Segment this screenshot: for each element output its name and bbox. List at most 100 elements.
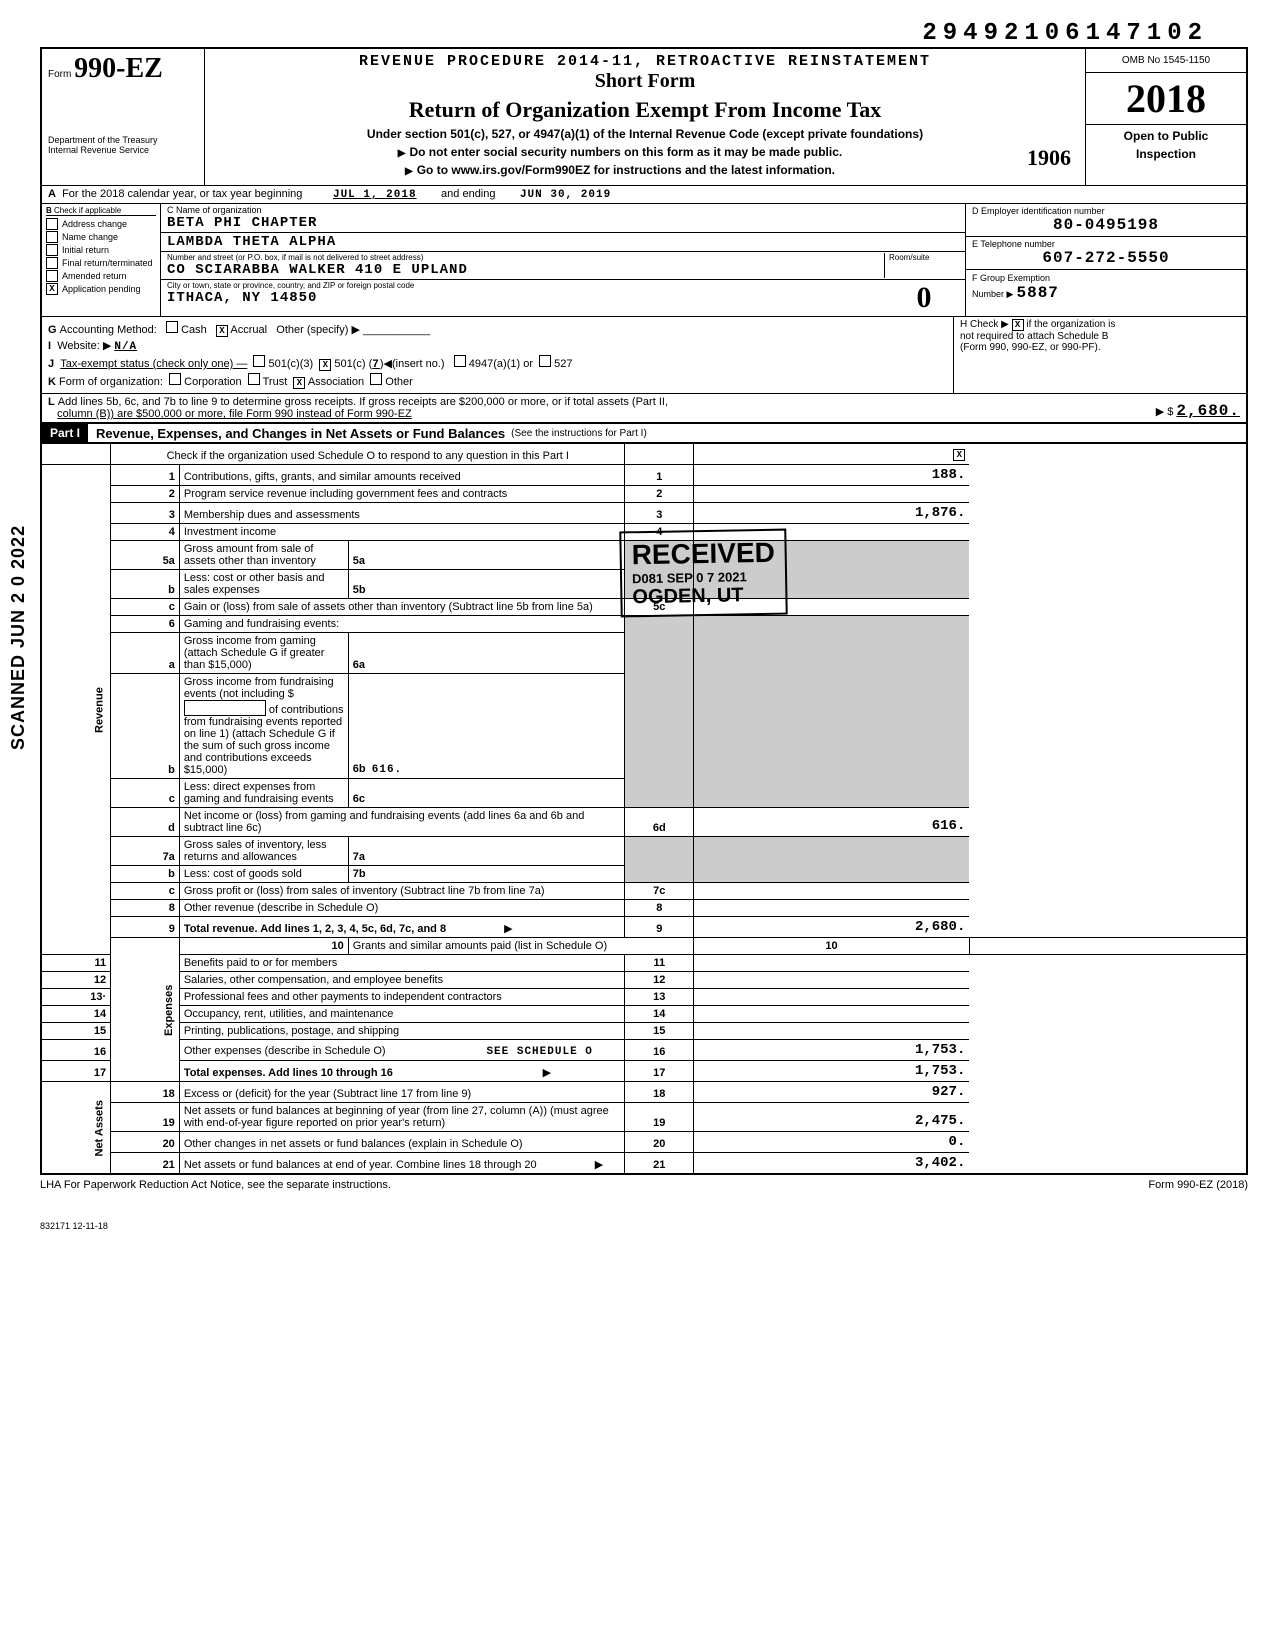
line-6a-desc: Gross income from gaming (attach Schedul… bbox=[179, 633, 348, 674]
footer: LHA For Paperwork Reduction Act Notice, … bbox=[40, 1179, 1248, 1191]
line-21-desc: Net assets or fund balances at end of ye… bbox=[184, 1159, 537, 1171]
line-1-amt: 188. bbox=[694, 465, 970, 486]
line-11-amt bbox=[694, 955, 970, 972]
h-check-label3: not required to attach Schedule B bbox=[960, 331, 1108, 342]
label-initial-return: Initial return bbox=[62, 245, 109, 255]
line-5a-innercol: 5a bbox=[353, 555, 365, 567]
checkbox-schedule-o[interactable]: X bbox=[953, 449, 965, 461]
checkbox-4947[interactable] bbox=[454, 355, 466, 367]
line-7c-desc: Gross profit or (loss) from sales of inv… bbox=[179, 883, 625, 900]
footer-right: Form 990-EZ (2018) bbox=[1148, 1179, 1248, 1191]
ssn-warning: Do not enter social security numbers on … bbox=[398, 145, 842, 159]
line-18-amt: 927. bbox=[694, 1082, 970, 1103]
checkbox-application-pending[interactable]: X bbox=[46, 283, 58, 295]
line-6b-innerval: 616. bbox=[372, 764, 402, 776]
line-6b-contrib-box[interactable] bbox=[184, 700, 266, 716]
line-8-num: 8 bbox=[111, 900, 180, 917]
line-7a-desc: Gross sales of inventory, less returns a… bbox=[179, 837, 348, 866]
checkbox-cash[interactable] bbox=[166, 321, 178, 333]
line-3-amt: 1,876. bbox=[694, 503, 970, 524]
line-19-amt: 2,475. bbox=[694, 1103, 970, 1132]
expenses-section-label: Expenses bbox=[111, 938, 180, 1082]
line-19-col: 19 bbox=[625, 1103, 694, 1132]
checkbox-corporation[interactable] bbox=[169, 373, 181, 385]
checkbox-501c[interactable]: X bbox=[319, 359, 331, 371]
tax-year-begin: JUL 1, 2018 bbox=[333, 189, 417, 201]
checkbox-h[interactable]: X bbox=[1012, 319, 1024, 331]
name-of-org-label: C Name of organization bbox=[167, 205, 959, 215]
label-501c3: 501(c)(3) bbox=[269, 358, 314, 370]
line-17-desc: Total expenses. Add lines 10 through 16 bbox=[184, 1067, 393, 1079]
label-address-change: Address change bbox=[62, 219, 127, 229]
line-6a-innercol: 6a bbox=[353, 659, 365, 671]
label-accrual: Accrual bbox=[230, 324, 267, 336]
dln-number: 29492106147102 bbox=[40, 20, 1208, 47]
line-7a-innercol: 7a bbox=[353, 851, 365, 863]
l-text-1: Add lines 5b, 6c, and 7b to line 9 to de… bbox=[58, 396, 668, 408]
tax-year-end: JUN 30, 2019 bbox=[520, 189, 611, 201]
line-1-col: 1 bbox=[625, 465, 694, 486]
line-10-amt bbox=[969, 938, 1247, 955]
line-7b-desc: Less: cost of goods sold bbox=[179, 866, 348, 883]
row-a-label: For the 2018 calendar year, or tax year … bbox=[62, 188, 302, 200]
scanned-stamp: SCANNED JUN 2 0 2022 bbox=[8, 525, 29, 750]
org-name-1: BETA PHI CHAPTER bbox=[167, 215, 959, 231]
block-b-c-d-e-f: B Check if applicable Address change Nam… bbox=[40, 204, 1248, 317]
line-6c-innercol: 6c bbox=[353, 793, 365, 805]
checkbox-final-return[interactable] bbox=[46, 257, 58, 269]
city-state-zip: ITHACA, NY 14850 bbox=[167, 290, 889, 306]
line-20-col: 20 bbox=[625, 1132, 694, 1153]
line-11-num: 11 bbox=[41, 955, 111, 972]
h-check-label1: H Check ▶ bbox=[960, 319, 1009, 330]
group-exemption-value: 5887 bbox=[1017, 284, 1059, 302]
line-6-desc: Gaming and fundraising events: bbox=[179, 616, 625, 633]
checkbox-amended-return[interactable] bbox=[46, 270, 58, 282]
line-3-desc: Membership dues and assessments bbox=[179, 503, 625, 524]
line-16-amt: 1,753. bbox=[694, 1040, 970, 1061]
line-14-num: 14 bbox=[41, 1006, 111, 1023]
line-3-num: 3 bbox=[111, 503, 180, 524]
checkbox-address-change[interactable] bbox=[46, 218, 58, 230]
label-association: Association bbox=[308, 376, 364, 388]
footer-left: LHA For Paperwork Reduction Act Notice, … bbox=[40, 1179, 391, 1191]
short-form-label: Short Form bbox=[213, 70, 1077, 93]
checkbox-501c3[interactable] bbox=[253, 355, 265, 367]
form-of-org-label: Form of organization: bbox=[59, 376, 163, 388]
form-number: 990-EZ bbox=[74, 53, 163, 84]
checkbox-accrual[interactable]: X bbox=[216, 325, 228, 337]
part-1-paren: (See the instructions for Part I) bbox=[505, 428, 647, 439]
line-10-col: 10 bbox=[694, 938, 970, 955]
checkbox-527[interactable] bbox=[539, 355, 551, 367]
line-16-desc: Other expenses (describe in Schedule O) bbox=[184, 1045, 386, 1057]
line-15-amt bbox=[694, 1023, 970, 1040]
checkbox-name-change[interactable] bbox=[46, 231, 58, 243]
line-7b-innercol: 7b bbox=[353, 868, 366, 880]
line-4-desc: Investment income bbox=[179, 524, 625, 541]
tax-exempt-label: Tax-exempt status (check only one) — bbox=[60, 358, 247, 370]
website-value: N/A bbox=[114, 341, 137, 353]
line-20-desc: Other changes in net assets or fund bala… bbox=[179, 1132, 625, 1153]
checkbox-initial-return[interactable] bbox=[46, 244, 58, 256]
line-10-desc: Grants and similar amounts paid (list in… bbox=[348, 938, 693, 955]
line-2-desc: Program service revenue including govern… bbox=[179, 486, 625, 503]
line-14-desc: Occupancy, rent, utilities, and maintena… bbox=[179, 1006, 625, 1023]
label-corporation: Corporation bbox=[184, 376, 241, 388]
form-header: Form 990-EZ Department of the Treasury I… bbox=[40, 47, 1248, 186]
rows-g-h-i-j-k: G Accounting Method: Cash X Accrual Othe… bbox=[40, 317, 1248, 394]
label-application-pending: Application pending bbox=[62, 284, 141, 294]
h-check-label4: (Form 990, 990-EZ, or 990-PF). bbox=[960, 342, 1101, 353]
line-2-num: 2 bbox=[111, 486, 180, 503]
checkbox-other-org[interactable] bbox=[370, 373, 382, 385]
checkbox-association[interactable]: X bbox=[293, 377, 305, 389]
line-6b-innercol: 6b bbox=[353, 763, 366, 775]
l-gross-receipts: 2,680. bbox=[1176, 402, 1240, 420]
line-9-col: 9 bbox=[625, 917, 694, 938]
label-cash: Cash bbox=[181, 324, 207, 336]
checkbox-trust[interactable] bbox=[248, 373, 260, 385]
line-13-desc: Professional fees and other payments to … bbox=[179, 989, 625, 1006]
handwritten-code: 1906 bbox=[1027, 145, 1071, 171]
label-527: 527 bbox=[554, 358, 572, 370]
line-21-num: 21 bbox=[111, 1153, 180, 1175]
label-final-return: Final return/terminated bbox=[62, 258, 153, 268]
tax-year: 2018 bbox=[1086, 73, 1246, 125]
